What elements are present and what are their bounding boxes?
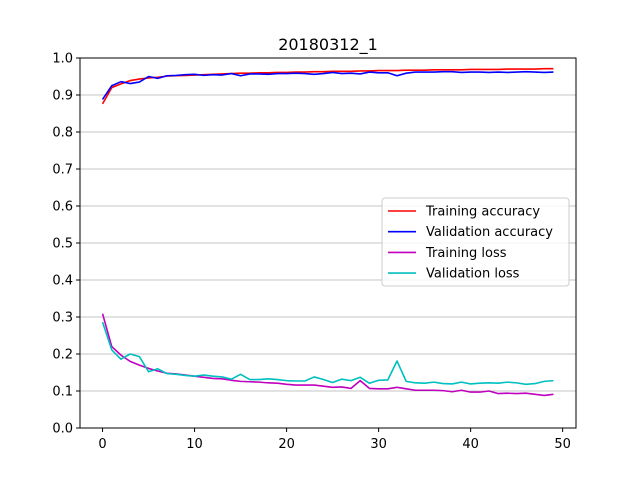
x-tick-label: 30 [370,437,387,452]
y-tick-label: 0.5 [52,237,73,252]
legend-label-validation-loss: Validation loss [426,267,520,282]
x-tick-label: 10 [186,437,203,452]
y-tick-label: 0.2 [52,348,73,363]
y-tick-label: 0.3 [52,311,73,326]
chart-title: 20180312_1 [278,35,378,55]
x-tick-label: 50 [554,437,571,452]
x-tick-label: 40 [462,437,479,452]
legend-box [381,197,570,287]
series-line-validation-accuracy [101,70,554,100]
y-tick-label: 0.7 [52,163,73,178]
y-tick-label: 0.0 [52,422,73,437]
x-axis: 0 10 20 30 40 50 [98,428,571,452]
plot-series [101,67,554,397]
y-tick-label: 0.9 [52,89,73,104]
y-tick-label: 0.4 [52,274,73,289]
y-tick-label: 0.8 [52,126,73,141]
legend-label-training-loss: Training loss [425,246,507,261]
series-line-validation-loss [101,321,554,386]
legend-label-training-accuracy: Training accuracy [425,205,540,220]
legend-label-validation-accuracy: Validation accuracy [426,225,553,240]
x-tick-label: 20 [278,437,295,452]
y-tick-label: 0.6 [52,200,73,215]
y-tick-label: 0.1 [52,385,73,400]
y-axis: 0.0 0.1 0.2 0.3 0.4 0.5 0.6 0.7 0.8 0.9 1.0 [52,52,80,437]
x-tick-label: 0 [98,437,106,452]
y-tick-label: 1.0 [52,52,73,67]
legend: Training accuracy Validation accuracy Trai… [381,197,570,287]
